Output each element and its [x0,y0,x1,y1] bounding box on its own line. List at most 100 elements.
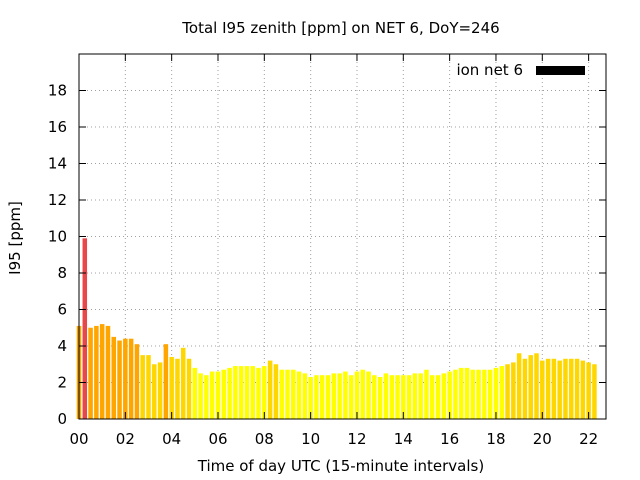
bar [279,369,284,419]
y-tick-label: 18 [48,82,67,100]
bar [412,373,418,420]
x-tick-label: 22 [579,430,598,448]
bar [360,369,366,419]
bar [401,375,406,419]
x-axis-label: Time of day UTC (15-minute intervals) [197,457,484,475]
bars [76,238,597,420]
bar [169,356,174,419]
bar [267,360,273,419]
bar [273,364,279,419]
bar [418,373,423,420]
bar [580,360,586,419]
bar [337,373,342,420]
y-tick-label: 10 [48,228,67,246]
y-tick-label: 8 [57,264,67,282]
x-tick-label: 12 [347,430,366,448]
bar [291,369,296,419]
bar [464,367,470,419]
bar [285,369,290,419]
bar [238,366,244,419]
bar [505,364,510,419]
y-tick-label: 12 [48,191,67,209]
y-tick-label: 14 [48,155,67,173]
bar [117,340,122,419]
bar [134,344,140,419]
bar [366,371,371,419]
bar [348,375,354,419]
x-tick-label: 00 [69,430,88,448]
x-tick-label: 14 [394,430,413,448]
bar [325,375,331,419]
bar [551,358,557,419]
bar [140,355,145,420]
bar [319,375,325,419]
bar [540,360,545,419]
bar [354,371,360,419]
bar [430,375,435,419]
bar [296,371,302,419]
bar [343,371,348,419]
bar [209,371,215,419]
y-tick-label: 4 [57,337,67,355]
bar [377,377,383,419]
bar [198,373,203,420]
legend-swatch [536,66,585,75]
legend: ion net 6 [456,61,585,79]
x-tick-label: 08 [255,430,274,448]
bar [94,325,99,419]
bar [563,358,568,419]
bar [123,338,128,419]
bar [395,375,400,419]
bar [441,373,447,420]
y-tick-label: 6 [57,301,67,319]
bar [482,369,487,419]
y-ticks: 0 2 4 6 8 10 12 14 16 18 [48,82,606,428]
bar [111,336,117,420]
bar [262,366,267,419]
bar [458,367,464,419]
x-tick-label: 18 [486,430,505,448]
bar [499,366,505,419]
bar [331,373,337,420]
bar [233,366,238,419]
bar [586,362,591,419]
bar [152,364,157,419]
bar [204,375,209,419]
bar [453,369,458,419]
bar [302,373,308,420]
bar [389,375,394,419]
bar [175,358,180,419]
bar [528,355,533,420]
x-tick-label: 02 [116,430,135,448]
legend-label: ion net 6 [456,61,523,79]
x-ticks: 00 02 04 06 08 10 12 14 16 18 20 22 [69,54,598,448]
x-tick-label: 10 [301,430,320,448]
bar [424,369,429,419]
bar [180,347,186,419]
bar [186,358,192,419]
bar [82,238,88,419]
bar [308,377,313,419]
bar [534,353,539,419]
bar [244,366,250,419]
y-tick-label: 16 [48,118,67,136]
bar [435,375,441,419]
bar [99,324,105,419]
bar [221,369,227,419]
x-tick-label: 20 [533,430,552,448]
bar [516,353,522,419]
bar [406,375,412,419]
x-tick-label: 16 [440,430,459,448]
bar [557,360,562,419]
bar [511,362,516,419]
bar [470,369,476,419]
bar [105,325,111,419]
y-tick-label: 0 [57,410,67,428]
bar [227,367,232,419]
x-tick-label: 04 [162,430,181,448]
bar [250,366,255,419]
chart-title: Total I95 zenith [ppm] on NET 6, DoY=246 [181,19,499,37]
bar [574,358,580,419]
bar [476,369,481,419]
